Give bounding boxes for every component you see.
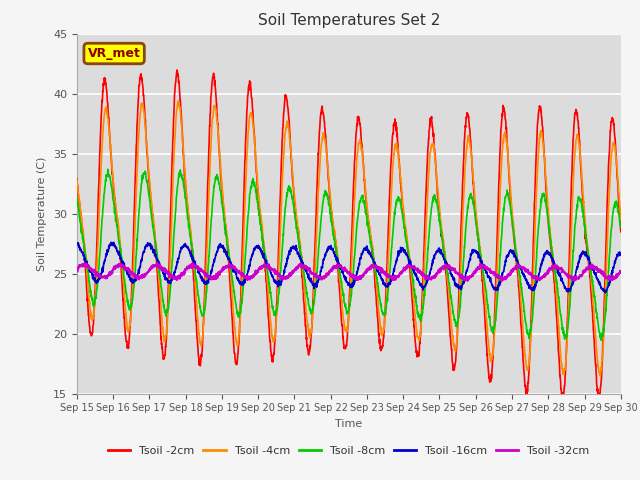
Tsoil -4cm: [174, 98, 182, 104]
Tsoil -8cm: [73, 195, 81, 201]
Tsoil -16cm: [108, 240, 115, 245]
Tsoil -4cm: [365, 216, 372, 222]
Tsoil -2cm: [617, 229, 625, 235]
Tsoil -8cm: [376, 301, 384, 307]
Tsoil -32cm: [73, 267, 81, 273]
Legend: Tsoil -2cm, Tsoil -4cm, Tsoil -8cm, Tsoil -16cm, Tsoil -32cm: Tsoil -2cm, Tsoil -4cm, Tsoil -8cm, Tsoi…: [104, 441, 594, 460]
Tsoil -16cm: [507, 249, 515, 254]
Tsoil -2cm: [570, 134, 577, 140]
Tsoil -4cm: [584, 249, 592, 255]
Line: Tsoil -32cm: Tsoil -32cm: [77, 264, 621, 281]
Tsoil -8cm: [225, 250, 232, 255]
Tsoil -4cm: [376, 324, 384, 330]
Tsoil -4cm: [73, 177, 81, 183]
Title: Soil Temperatures Set 2: Soil Temperatures Set 2: [258, 13, 440, 28]
Tsoil -32cm: [570, 275, 577, 280]
Tsoil -4cm: [617, 216, 625, 222]
Tsoil -16cm: [376, 273, 384, 278]
Tsoil -4cm: [596, 373, 604, 379]
Tsoil -32cm: [225, 265, 232, 271]
Tsoil -2cm: [173, 67, 181, 73]
Tsoil -8cm: [507, 210, 515, 216]
Tsoil -2cm: [507, 203, 515, 209]
Tsoil -2cm: [73, 176, 81, 181]
Tsoil -16cm: [365, 250, 372, 255]
Tsoil -4cm: [507, 193, 515, 199]
Line: Tsoil -2cm: Tsoil -2cm: [77, 70, 621, 398]
Tsoil -2cm: [559, 396, 567, 401]
Tsoil -4cm: [569, 187, 577, 192]
Tsoil -32cm: [83, 261, 90, 266]
Text: VR_met: VR_met: [88, 47, 141, 60]
Tsoil -2cm: [376, 347, 384, 352]
Tsoil -16cm: [602, 290, 609, 296]
Tsoil -8cm: [104, 167, 111, 172]
Tsoil -16cm: [225, 255, 232, 261]
Tsoil -32cm: [584, 265, 592, 271]
Tsoil -16cm: [584, 254, 592, 260]
Tsoil -4cm: [225, 247, 232, 252]
Tsoil -16cm: [617, 251, 625, 256]
Y-axis label: Soil Temperature (C): Soil Temperature (C): [37, 156, 47, 271]
Tsoil -32cm: [365, 267, 372, 273]
Tsoil -32cm: [376, 267, 384, 273]
Line: Tsoil -16cm: Tsoil -16cm: [77, 242, 621, 293]
Line: Tsoil -8cm: Tsoil -8cm: [77, 169, 621, 340]
Tsoil -32cm: [464, 278, 472, 284]
Tsoil -2cm: [365, 219, 372, 225]
X-axis label: Time: Time: [335, 419, 362, 429]
Tsoil -2cm: [225, 259, 232, 265]
Tsoil -32cm: [617, 269, 625, 275]
Line: Tsoil -4cm: Tsoil -4cm: [77, 101, 621, 376]
Tsoil -32cm: [508, 269, 515, 275]
Tsoil -8cm: [617, 224, 625, 230]
Tsoil -16cm: [73, 240, 81, 246]
Tsoil -8cm: [365, 228, 372, 233]
Tsoil -8cm: [584, 249, 592, 254]
Tsoil -16cm: [569, 280, 577, 286]
Tsoil -2cm: [584, 257, 592, 263]
Tsoil -8cm: [597, 337, 605, 343]
Tsoil -8cm: [569, 255, 577, 261]
